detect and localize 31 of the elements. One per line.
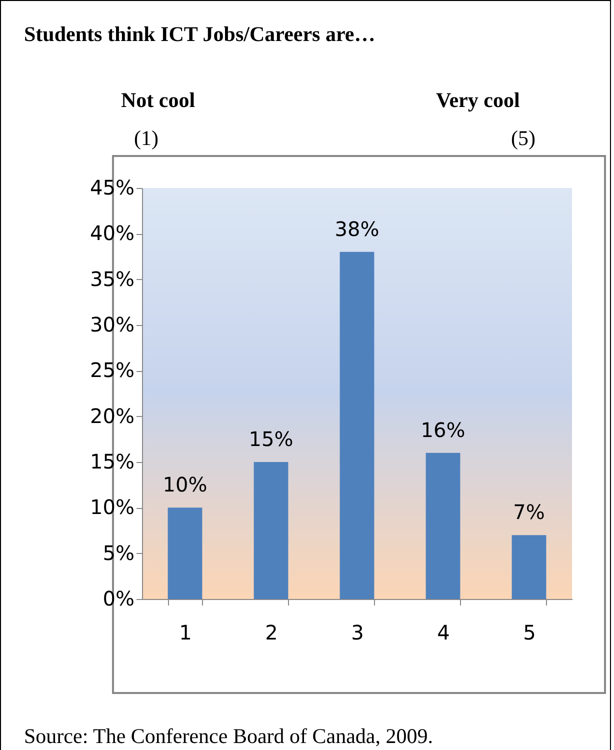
source-note: Source: The Conference Board of Canada, 2009. [24,724,433,749]
chart-title: Students think ICT Jobs/Careers are… [24,22,376,47]
data-label: 10% [162,472,208,497]
data-label: 16% [420,418,466,442]
x-tick-label: 1 [179,620,192,644]
bar [512,535,546,599]
text: Very cool [436,88,520,113]
bar [254,462,288,599]
y-tick-label: 30% [90,312,134,336]
bar [340,252,374,599]
data-label: 38% [334,216,380,241]
y-tick-label: 45% [90,176,134,200]
bar [168,508,202,599]
y-tick-label: 15% [90,450,134,474]
y-tick-label: 20% [90,404,134,428]
x-tick-label: 4 [437,620,450,644]
y-tick-label: 0% [102,586,134,610]
y-tick-label: 5% [102,540,134,565]
y-tick-label: 10% [90,495,134,520]
text: Not cool [121,88,196,113]
data-label: 15% [248,427,294,451]
x-tick-label: 5 [523,620,536,644]
y-tick-label: 40% [90,221,134,246]
text: (5) [511,126,536,151]
x-tick-label: 2 [265,620,278,644]
x-tick-label: 3 [351,620,364,644]
bar [426,452,460,599]
data-label: 7% [513,500,545,524]
y-tick-label: 35% [90,266,134,291]
y-tick-label: 25% [90,358,134,382]
text: (1) [134,126,158,151]
